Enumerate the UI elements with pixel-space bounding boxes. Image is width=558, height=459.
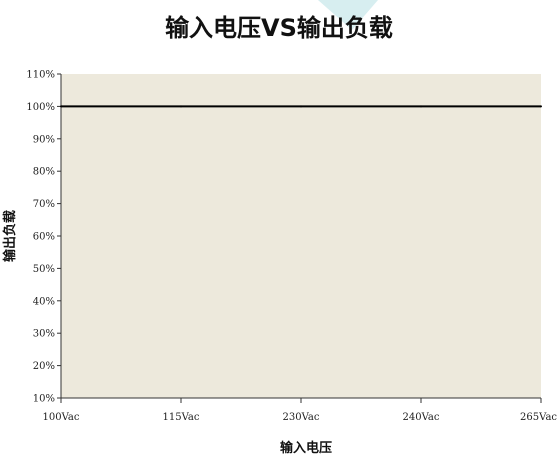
y-tick-label: 110%	[26, 70, 55, 81]
y-tick-label: 80%	[33, 167, 55, 178]
y-tick-label: 40%	[33, 296, 55, 307]
y-axis-title: 输出负载	[2, 210, 18, 262]
data-point	[300, 105, 302, 108]
y-tick-label: 10%	[33, 394, 55, 405]
x-tick-label: 240Vac	[403, 412, 440, 423]
x-tick-label: 100Vac	[43, 412, 80, 423]
y-tick-label: 70%	[33, 199, 55, 210]
y-axis: 10% 20% 30% 40% 50% 60% 70% 80% 90% 100% 110%	[26, 70, 62, 405]
y-tick-label: 90%	[33, 134, 55, 145]
x-tick-label: 115Vac	[163, 412, 200, 423]
y-tick-label: 50%	[33, 264, 55, 275]
data-point	[180, 105, 182, 108]
data-point	[60, 105, 62, 108]
x-axis-title: 输入电压	[280, 440, 332, 456]
x-tick-label: 230Vac	[283, 412, 320, 423]
y-tick-label: 20%	[33, 361, 55, 372]
y-tick-label: 60%	[33, 232, 55, 243]
y-tick-label: 100%	[26, 102, 55, 113]
plot-area	[61, 74, 541, 398]
y-tick-label: 30%	[33, 329, 55, 340]
series-group	[60, 105, 542, 108]
x-tick-label: 265Vac	[520, 412, 557, 423]
data-point	[420, 105, 422, 108]
chart-title: 输入电压VS输出负载	[165, 14, 393, 42]
data-point	[540, 105, 542, 108]
x-axis: 100Vac 115Vac 230Vac 240Vac 265Vac	[43, 397, 557, 423]
